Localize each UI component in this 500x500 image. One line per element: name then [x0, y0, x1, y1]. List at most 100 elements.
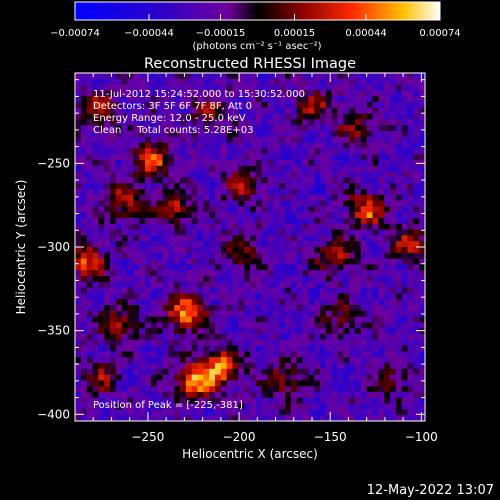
- heatmap-cell: [273, 252, 280, 260]
- heatmap-cell: [331, 171, 339, 178]
- heatmap-cell: [180, 189, 187, 196]
- heatmap-cell: [285, 310, 292, 318]
- heatmap-cell: [390, 212, 397, 219]
- heatmap-cell: [168, 409, 175, 416]
- heatmap-cell: [296, 189, 304, 196]
- heatmap-cell: [360, 247, 368, 254]
- heatmap-cell: [279, 392, 286, 399]
- heatmap-cell: [156, 386, 164, 393]
- heatmap-cell: [314, 299, 321, 306]
- heatmap-cell: [331, 276, 339, 283]
- heatmap-cell: [232, 276, 239, 283]
- heatmap-cell: [191, 177, 199, 184]
- heatmap-cell: [390, 247, 397, 254]
- heatmap-cell: [401, 368, 409, 376]
- heatmap-cell: [407, 310, 414, 318]
- heatmap-cell: [75, 102, 82, 109]
- heatmap-cell: [250, 218, 257, 225]
- heatmap-cell: [86, 229, 94, 236]
- heatmap-cell: [110, 264, 117, 271]
- heatmap-cell: [390, 322, 397, 329]
- heatmap-cell: [296, 299, 304, 306]
- heatmap-cell: [115, 322, 123, 329]
- heatmap-cell: [180, 322, 187, 329]
- heatmap-cell: [121, 299, 129, 306]
- heatmap-cell: [401, 397, 409, 405]
- heatmap-cell: [390, 177, 397, 184]
- heatmap-cell: [390, 229, 397, 236]
- heatmap-cell: [325, 206, 333, 213]
- heatmap-cell: [390, 397, 397, 405]
- heatmap-cell: [355, 206, 362, 213]
- heatmap-cell: [191, 270, 199, 277]
- heatmap-cell: [331, 107, 339, 115]
- heatmap-cell: [360, 252, 368, 260]
- heatmap-cell: [226, 270, 234, 277]
- heatmap-cell: [238, 194, 245, 202]
- heatmap-cell: [255, 264, 263, 271]
- heatmap-cell: [180, 397, 187, 405]
- heatmap-cell: [261, 136, 269, 144]
- heatmap-cell: [180, 160, 187, 167]
- heatmap-cell: [314, 189, 321, 196]
- heatmap-cell: [279, 84, 286, 91]
- heatmap-cell: [395, 270, 403, 277]
- heatmap-cell: [133, 90, 140, 97]
- heatmap-cell: [267, 223, 274, 231]
- heatmap-cell: [226, 229, 234, 236]
- heatmap-cell: [290, 252, 298, 260]
- heatmap-cell: [203, 142, 210, 149]
- heatmap-cell: [372, 403, 379, 410]
- heatmap-cell: [413, 142, 420, 149]
- heatmap-cell: [191, 73, 199, 80]
- heatmap-cell: [267, 392, 274, 399]
- heatmap-cell: [168, 328, 175, 335]
- heatmap-cell: [419, 247, 425, 254]
- heatmap-cell: [168, 258, 175, 265]
- heatmap-cell: [296, 316, 304, 323]
- heatmap-cell: [104, 235, 111, 242]
- heatmap-cell: [273, 276, 280, 283]
- heatmap-cell: [191, 276, 199, 283]
- heatmap-cell: [308, 183, 315, 190]
- heatmap-cell: [133, 235, 140, 242]
- heatmap-cell: [168, 189, 175, 196]
- heatmap-cell: [378, 119, 385, 126]
- heatmap-cell: [185, 328, 193, 335]
- heatmap-cell: [203, 310, 210, 318]
- heatmap-cell: [98, 339, 105, 347]
- heatmap-cell: [302, 299, 309, 306]
- heatmap-cell: [92, 247, 99, 254]
- heatmap-cell: [314, 200, 321, 207]
- heatmap-cell: [110, 119, 117, 126]
- heatmap-cell: [302, 171, 309, 178]
- heatmap-cell: [343, 142, 350, 149]
- heatmap-cell: [150, 241, 158, 248]
- heatmap-cell: [121, 160, 129, 167]
- heatmap-cell: [390, 287, 397, 294]
- heatmap-cell: [407, 345, 414, 352]
- heatmap-cell: [197, 287, 204, 294]
- heatmap-cell: [226, 316, 234, 323]
- heatmap-cell: [139, 334, 146, 341]
- heatmap-cell: [92, 345, 99, 352]
- heatmap-cell: [180, 363, 187, 370]
- heatmap-cell: [337, 183, 344, 190]
- heatmap-cell: [180, 102, 187, 109]
- heatmap-cell: [355, 131, 362, 138]
- heatmap-cell: [197, 206, 204, 213]
- heatmap-cell: [98, 177, 105, 184]
- heatmap-cell: [191, 287, 199, 294]
- heatmap-cell: [226, 339, 234, 347]
- heatmap-cell: [250, 328, 257, 335]
- heatmap-cell: [215, 334, 222, 341]
- y-tick-label: −400: [37, 407, 70, 421]
- heatmap-cell: [145, 165, 152, 173]
- heatmap-cell: [145, 84, 152, 91]
- heatmap-cell: [133, 397, 140, 405]
- heatmap-cell: [296, 183, 304, 190]
- heatmap-cell: [378, 194, 385, 202]
- heatmap-cell: [401, 125, 409, 132]
- heatmap-cell: [261, 78, 269, 86]
- heatmap-cell: [366, 177, 374, 184]
